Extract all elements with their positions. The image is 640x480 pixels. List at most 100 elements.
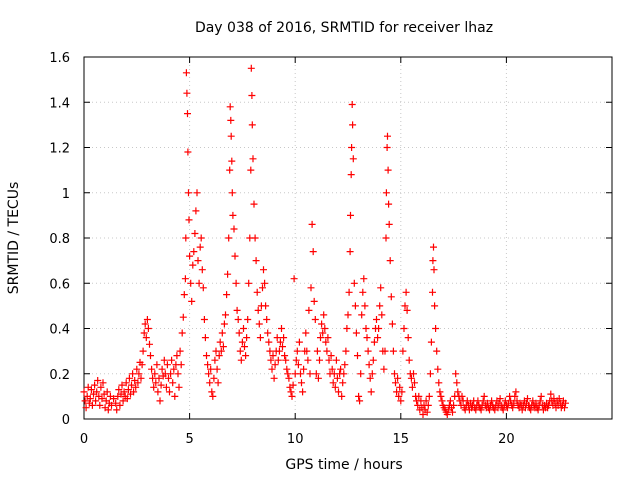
data-point	[122, 379, 130, 387]
data-point	[329, 379, 337, 387]
data-point	[433, 347, 441, 355]
data-point	[118, 381, 126, 389]
data-point	[511, 392, 519, 400]
data-point	[312, 370, 320, 378]
data-point	[427, 338, 435, 346]
data-point	[282, 356, 290, 364]
data-point	[317, 334, 324, 342]
data-point	[382, 234, 390, 242]
data-point	[322, 338, 330, 346]
data-point	[260, 266, 267, 274]
y-tick-label: 0.4	[49, 323, 70, 338]
data-point	[249, 155, 257, 163]
data-point	[184, 110, 191, 118]
data-point	[209, 392, 217, 400]
x-tick-label: 10	[287, 432, 304, 447]
x-tick-label: 0	[80, 432, 88, 447]
data-point	[361, 302, 369, 310]
data-point	[151, 370, 159, 378]
data-point	[562, 399, 569, 407]
data-point	[150, 383, 158, 391]
data-point	[356, 397, 364, 405]
data-point	[302, 329, 310, 337]
data-point	[381, 347, 389, 355]
data-point	[120, 388, 128, 396]
data-point	[82, 404, 90, 412]
data-point	[262, 302, 270, 310]
data-point	[195, 279, 203, 287]
data-point	[207, 365, 215, 373]
data-point	[223, 291, 231, 299]
data-point	[112, 399, 120, 407]
data-point	[360, 275, 368, 283]
data-point	[199, 284, 207, 292]
data-point	[125, 374, 133, 382]
data-point	[130, 388, 138, 396]
data-point	[454, 388, 462, 396]
data-point	[173, 352, 181, 360]
data-point	[347, 171, 355, 179]
data-point	[219, 343, 227, 351]
data-point	[426, 370, 434, 378]
data-point	[283, 365, 291, 373]
data-point	[357, 370, 365, 378]
data-point	[306, 370, 314, 378]
data-point	[399, 347, 407, 355]
data-point	[205, 370, 213, 378]
data-point	[237, 356, 245, 364]
data-point	[188, 297, 196, 305]
data-point	[524, 395, 531, 403]
data-point	[185, 189, 192, 197]
data-point	[108, 401, 115, 409]
data-point	[287, 388, 295, 396]
data-point	[424, 401, 432, 409]
data-point	[499, 406, 507, 414]
data-point	[314, 374, 322, 382]
data-point	[140, 329, 148, 337]
data-point	[198, 266, 206, 274]
data-point	[133, 365, 141, 373]
data-point	[405, 356, 413, 364]
data-point	[429, 288, 436, 296]
data-point	[215, 352, 223, 360]
data-point	[432, 325, 440, 332]
data-point	[232, 279, 240, 287]
data-point	[547, 390, 555, 398]
data-point	[116, 401, 124, 409]
data-point	[512, 388, 520, 396]
data-point	[190, 248, 198, 256]
data-point	[229, 211, 237, 219]
y-tick-label: 0.8	[49, 232, 70, 247]
data-point	[139, 347, 147, 355]
data-point	[186, 252, 194, 260]
data-point	[337, 365, 345, 373]
data-point	[168, 356, 176, 364]
data-point	[388, 320, 396, 328]
data-point	[269, 352, 277, 360]
data-point	[369, 356, 377, 364]
data-point	[536, 397, 544, 405]
data-point	[297, 370, 304, 378]
data-point	[220, 320, 228, 328]
data-point	[449, 408, 456, 416]
data-point	[240, 325, 247, 332]
data-point	[453, 379, 461, 387]
y-tick-label: 1.2	[49, 142, 70, 157]
data-point	[431, 302, 439, 310]
data-point	[142, 334, 150, 342]
data-point	[279, 343, 286, 351]
data-point	[253, 288, 261, 296]
data-point	[386, 257, 394, 265]
data-point	[537, 392, 545, 400]
data-point	[509, 404, 517, 412]
grid-layer	[84, 57, 612, 419]
data-point	[340, 370, 348, 378]
data-point	[230, 225, 238, 233]
data-point	[248, 121, 256, 129]
data-point	[228, 157, 236, 165]
data-point	[179, 313, 187, 321]
data-point	[267, 356, 275, 364]
data-point	[561, 404, 568, 412]
data-point	[119, 397, 127, 405]
data-point	[182, 234, 190, 242]
